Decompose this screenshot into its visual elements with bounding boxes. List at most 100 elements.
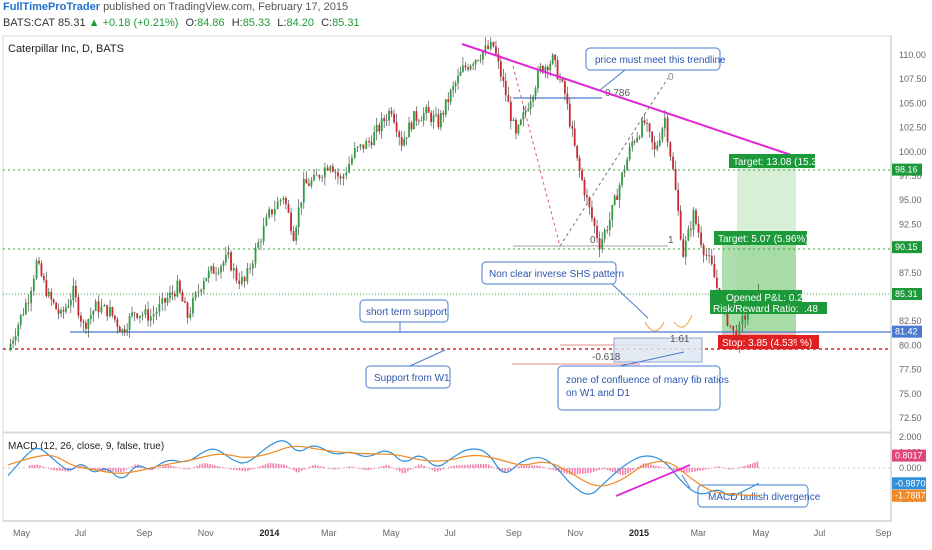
callout-macd-divergence: MACD bullish divergence <box>708 492 821 503</box>
candle-body <box>94 301 97 311</box>
candle-body <box>52 299 55 303</box>
histogram-bar <box>629 468 632 472</box>
candle-body <box>262 225 265 242</box>
histogram-bar <box>560 468 563 473</box>
histogram-bar <box>461 464 464 468</box>
histogram-bar <box>188 468 190 470</box>
histogram-bar <box>254 468 257 469</box>
candle-body <box>359 144 362 147</box>
histogram-bar <box>370 468 372 470</box>
histogram-bar <box>267 463 269 468</box>
macd-line <box>7 440 759 496</box>
histogram-bar <box>230 468 232 470</box>
candle-body <box>103 305 106 307</box>
histogram-bar <box>112 468 114 472</box>
candle-body <box>113 315 116 320</box>
candle-body <box>598 238 601 250</box>
histogram-bar <box>490 466 493 468</box>
histogram-bar <box>375 467 377 469</box>
candle-body <box>482 51 484 60</box>
candle-body <box>484 45 487 52</box>
histogram-bar <box>434 468 436 472</box>
candle-body <box>603 230 606 240</box>
candle-body <box>202 281 205 290</box>
histogram-bar <box>372 468 375 469</box>
candle-body <box>564 81 566 94</box>
candle-body <box>408 122 410 138</box>
histogram-bar <box>39 465 41 468</box>
candle-body <box>517 124 520 134</box>
histogram-bar <box>170 465 172 468</box>
fib-label-0b: 0 <box>668 72 674 83</box>
candle-body <box>633 141 636 143</box>
candle-body <box>641 120 643 137</box>
candle-body <box>669 142 672 157</box>
candle-body <box>251 263 254 269</box>
histogram-bar <box>238 468 241 471</box>
histogram-bar <box>563 468 566 474</box>
candle-body <box>378 124 381 132</box>
histogram-bar <box>409 468 412 470</box>
candle-body <box>149 316 152 321</box>
histogram-bar <box>277 463 280 468</box>
candle-body <box>464 65 467 68</box>
candle-body <box>578 158 581 171</box>
histogram-bar <box>190 468 193 469</box>
histogram-bar <box>592 468 595 472</box>
candle-body <box>87 319 90 329</box>
candle-body <box>529 101 532 109</box>
publisher-name[interactable]: FullTimeProTrader <box>3 1 100 13</box>
histogram-bar <box>637 466 639 468</box>
histogram-bar <box>713 467 715 468</box>
candle-body <box>254 247 257 264</box>
candle-body <box>591 207 593 219</box>
candle-body <box>462 65 464 72</box>
time-axis: May Jul Sep Nov 2014 Mar May Jul Sep Nov 2015 Mar Ma… <box>13 528 891 538</box>
candle-body <box>524 110 527 113</box>
candle-body <box>682 239 685 257</box>
histogram-bar <box>345 467 348 468</box>
macd-axis-tag <box>892 477 926 490</box>
histogram-bar <box>634 468 637 469</box>
histogram-bar <box>431 468 434 471</box>
histogram-bar <box>549 468 552 470</box>
histogram-bar <box>614 468 616 473</box>
histogram-bar <box>162 466 164 468</box>
candle-body <box>499 61 502 77</box>
histogram-bar <box>380 466 382 468</box>
candle-body <box>729 325 732 327</box>
histogram-bar <box>154 468 156 470</box>
signal-line <box>7 445 759 497</box>
candle-body <box>413 111 415 130</box>
histogram-bar <box>216 465 219 468</box>
candle-body <box>403 138 406 146</box>
histogram-bar <box>156 468 159 469</box>
histogram-bar <box>354 467 356 468</box>
candle-body <box>697 223 700 233</box>
histogram-bar <box>412 468 415 469</box>
histogram-bar <box>445 468 447 469</box>
histogram-bar <box>598 468 601 471</box>
candle-body <box>479 59 482 61</box>
candle-body <box>97 301 100 313</box>
candle-body <box>144 309 147 315</box>
histogram-bar <box>164 465 167 468</box>
time-tick-label: Jul <box>75 528 87 538</box>
candle-body <box>628 146 631 160</box>
candle-body <box>702 245 705 256</box>
candle-body <box>353 148 356 158</box>
histogram-bar <box>177 467 180 468</box>
candle-body <box>24 302 27 314</box>
histogram-bar <box>415 466 417 468</box>
histogram-bar <box>159 467 162 468</box>
time-tick-label: 2015 <box>629 528 649 538</box>
histogram-bar <box>624 468 627 475</box>
candle-body <box>746 312 749 320</box>
candle-body <box>164 298 166 303</box>
candle-body <box>186 302 189 318</box>
time-tick-label: Nov <box>567 528 584 538</box>
candle-body <box>220 266 222 273</box>
price-tick-label: 72.50 <box>899 413 922 423</box>
candle-body <box>684 240 687 257</box>
